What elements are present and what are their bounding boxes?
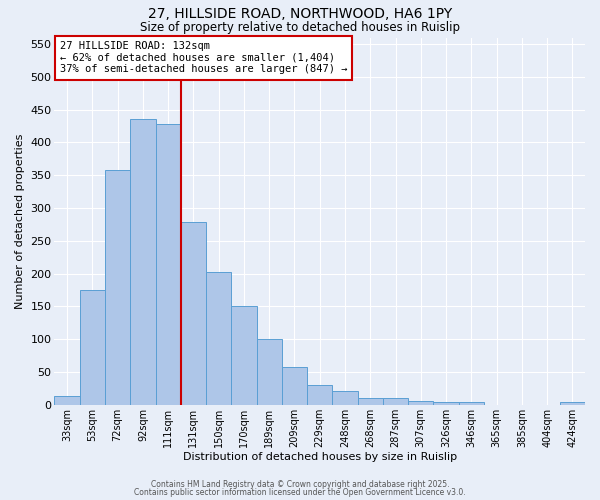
Text: 27, HILLSIDE ROAD, NORTHWOOD, HA6 1PY: 27, HILLSIDE ROAD, NORTHWOOD, HA6 1PY [148,8,452,22]
Text: 27 HILLSIDE ROAD: 132sqm
← 62% of detached houses are smaller (1,404)
37% of sem: 27 HILLSIDE ROAD: 132sqm ← 62% of detach… [60,41,347,74]
Text: Contains HM Land Registry data © Crown copyright and database right 2025.: Contains HM Land Registry data © Crown c… [151,480,449,489]
X-axis label: Distribution of detached houses by size in Ruislip: Distribution of detached houses by size … [182,452,457,462]
Text: Contains public sector information licensed under the Open Government Licence v3: Contains public sector information licen… [134,488,466,497]
Bar [181,222,206,405]
Bar [458,402,484,405]
Bar [80,290,105,405]
Bar [155,124,181,405]
Bar [55,396,80,405]
Bar [105,170,130,405]
Bar [560,402,585,405]
Bar [282,367,307,405]
Bar [257,339,282,405]
Text: Size of property relative to detached houses in Ruislip: Size of property relative to detached ho… [140,21,460,34]
Bar [383,398,408,405]
Bar [206,272,232,405]
Bar [307,385,332,405]
Bar [358,398,383,405]
Bar [232,306,257,405]
Y-axis label: Number of detached properties: Number of detached properties [15,134,25,309]
Bar [433,402,458,405]
Bar [408,401,433,405]
Bar [130,120,155,405]
Bar [332,391,358,405]
